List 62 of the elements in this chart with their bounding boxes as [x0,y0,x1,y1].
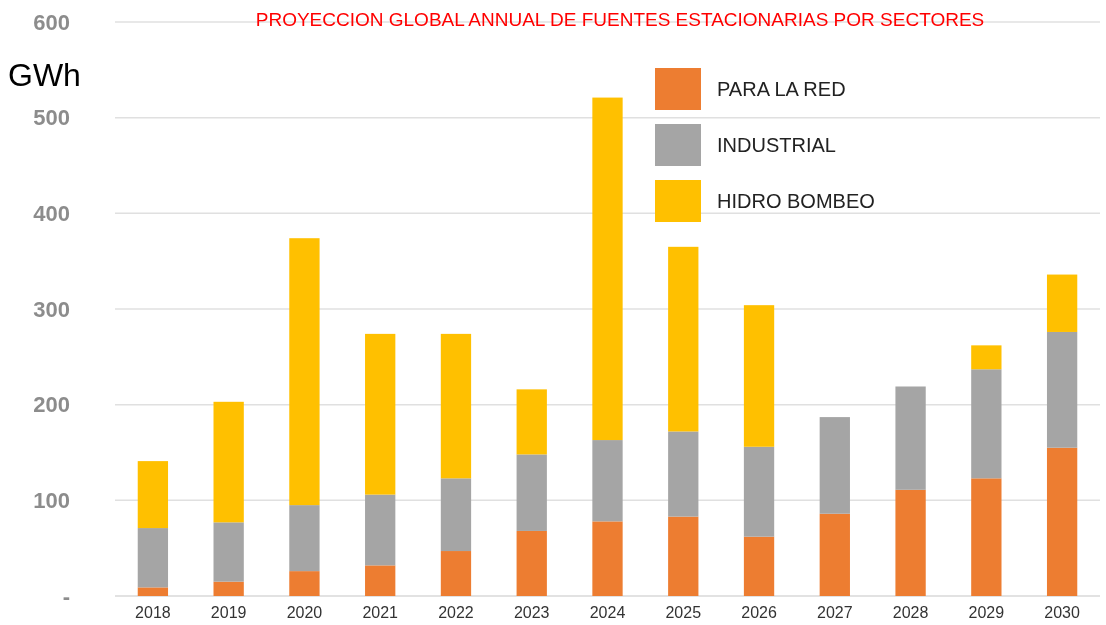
bar [743,536,775,596]
chart-title: PROYECCION GLOBAL ANNUAL DE FUENTES ESTACIONARIAS POR SECTORES [255,9,985,30]
bar [516,530,547,596]
bar [365,494,396,566]
x-tick-label: 2018 [135,604,171,621]
bar [213,401,244,523]
bar [365,333,396,495]
x-tick-label: 2022 [438,604,474,621]
bar [440,478,472,552]
bar [365,565,396,596]
bar [1046,274,1078,332]
bar [971,478,1002,596]
x-tick-label: 2023 [513,604,550,621]
bar [592,440,623,522]
x-tick-label: 2025 [665,604,702,621]
y-tick-label: 400 [33,201,70,227]
bar [213,581,244,596]
bar [137,461,169,529]
x-tick-label: 2021 [362,604,399,621]
x-tick-label: 2027 [817,604,853,621]
legend-label: INDUSTRIAL [717,134,836,156]
bar [289,505,320,572]
y-axis-title: GWh [8,57,81,93]
y-tick-label: 200 [33,392,70,418]
bar [516,454,547,531]
bar [516,389,547,455]
y-tick-label: 500 [33,105,70,131]
bar [440,551,472,596]
bar [819,513,850,596]
bar [743,446,775,537]
bar [895,489,926,596]
y-tick-label: 600 [33,9,70,35]
bar [592,97,623,441]
x-tick-label: 2028 [892,604,929,621]
bar [289,571,320,596]
y-tick-label: - [62,583,70,609]
bar [1046,447,1078,596]
legend-label: PARA LA RED [717,78,846,100]
bar [137,587,169,596]
bar [592,521,623,596]
y-tick-label: 100 [33,488,70,514]
x-tick-label: 2029 [968,604,1005,621]
bar [819,417,850,514]
x-tick-label: 2030 [1044,604,1081,621]
bar [440,333,472,479]
bar [1046,331,1078,448]
y-tick-label: 300 [33,296,70,322]
x-tick-label: 2026 [741,604,777,621]
bar [971,369,1002,479]
bar [971,345,1002,370]
bar [137,528,169,588]
bar [668,516,699,596]
bar [743,305,775,447]
x-tick-label: 2019 [210,604,247,621]
bar [668,246,699,432]
bar [213,522,244,582]
bar [289,238,320,506]
bar [668,431,699,517]
bar [895,386,926,490]
x-tick-label: 2024 [589,604,626,621]
legend-label: HIDRO BOMBEO [717,190,875,212]
x-tick-label: 2020 [286,604,323,621]
